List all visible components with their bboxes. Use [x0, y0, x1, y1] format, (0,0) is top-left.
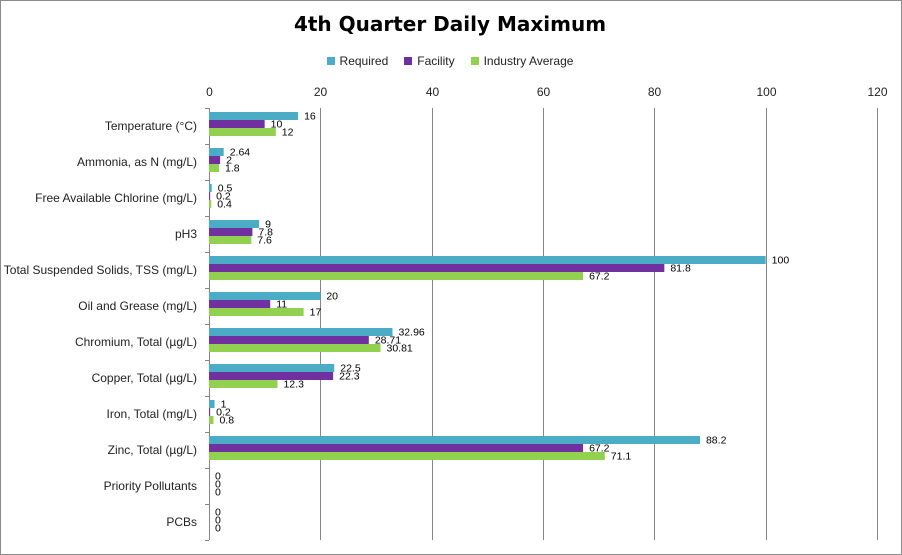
data-label: 17: [310, 307, 322, 319]
bar-required: [209, 292, 321, 300]
data-label: 22.3: [339, 371, 360, 383]
bar-required: [209, 400, 215, 408]
x-tick-label: 80: [648, 85, 662, 99]
chart-title: 4th Quarter Daily Maximum: [293, 12, 607, 36]
category-label: Free Available Chlorine (mg/L): [35, 191, 197, 205]
bar-industry-average: [209, 380, 278, 388]
bar-required: [209, 436, 700, 444]
bar-required: [209, 364, 335, 372]
legend-label-industry-average: Industry Average: [483, 54, 574, 68]
data-label: 2.64: [230, 147, 251, 159]
bar-industry-average: [209, 272, 584, 280]
category-label: PCBs: [166, 515, 197, 529]
data-label: 71.1: [611, 451, 632, 463]
legend-swatch-industry-average: [470, 57, 479, 65]
bar-industry-average: [209, 344, 381, 352]
data-label: 16: [304, 111, 316, 123]
bar-industry-average: [209, 308, 304, 316]
bar-facility: [209, 192, 211, 200]
x-tick-label: 0: [206, 85, 213, 99]
category-label: Ammonia, as N (mg/L): [77, 155, 197, 169]
data-label: 0.4: [217, 199, 232, 211]
bar-required: [209, 148, 224, 156]
bar-required: [209, 256, 766, 264]
data-label: 0.5: [218, 183, 233, 195]
bar-required: [209, 112, 299, 120]
data-label: 2: [226, 155, 232, 167]
bar-facility: [209, 156, 221, 164]
legend-swatch-facility: [404, 57, 413, 65]
bar-facility: [209, 336, 369, 344]
x-tick-label: 120: [867, 85, 887, 99]
data-label: 0: [215, 523, 221, 535]
category-label: Total Suspended Solids, TSS (mg/L): [4, 263, 197, 277]
category-label: Chromium, Total (µg/L): [75, 335, 197, 349]
bar-industry-average: [209, 200, 212, 208]
x-tick-label: 40: [426, 85, 440, 99]
category-label: Priority Pollutants: [104, 479, 197, 493]
data-label: 7.8: [258, 227, 273, 239]
data-label: 1: [221, 399, 227, 411]
category-label: Copper, Total (µg/L): [92, 371, 197, 385]
x-tick-label: 60: [537, 85, 551, 99]
legend-label-facility: Facility: [417, 54, 455, 68]
data-label: 0: [215, 507, 221, 519]
bar-facility: [209, 372, 334, 380]
data-label: 22.5: [340, 363, 361, 375]
bar-facility: [209, 264, 665, 272]
bar-industry-average: [209, 128, 276, 136]
x-tick-label: 20: [314, 85, 328, 99]
legend: Required Facility Industry Average: [0, 54, 900, 68]
legend-label-required: Required: [339, 54, 389, 68]
bar-industry-average: [209, 236, 252, 244]
data-label: 12: [282, 127, 294, 139]
data-label: 30.81: [387, 343, 413, 355]
data-label: 100: [772, 255, 790, 267]
data-label: 0.8: [219, 415, 234, 427]
x-tick-label: 100: [756, 85, 776, 99]
data-label: 32.96: [398, 327, 424, 339]
data-label: 20: [326, 291, 338, 303]
category-label: Oil and Grease (mg/L): [78, 299, 197, 313]
bar-facility: [209, 444, 584, 452]
data-label: 0: [215, 479, 221, 491]
data-label: 88.2: [706, 435, 727, 447]
data-label: 67.2: [589, 443, 610, 455]
category-label: pH3: [175, 227, 197, 241]
bar-required: [209, 328, 393, 336]
data-label: 10: [271, 119, 283, 131]
bar-facility: [209, 228, 253, 236]
legend-item-facility: Facility: [404, 54, 455, 68]
bar-required: [209, 220, 260, 228]
legend-swatch-required: [326, 57, 335, 65]
data-label: 0.2: [216, 407, 231, 419]
category-label: Zinc, Total (µg/L): [108, 443, 197, 457]
bar-required: [209, 184, 212, 192]
data-label: 9: [265, 219, 271, 231]
data-label: 7.6: [257, 235, 272, 247]
data-label: 12.3: [283, 379, 304, 391]
bar-industry-average: [209, 452, 605, 460]
bar-facility: [209, 408, 211, 416]
data-label: 0: [215, 487, 221, 499]
data-label: 1.8: [225, 163, 240, 175]
data-label: 67.2: [589, 271, 610, 283]
category-label: Temperature (°C): [105, 119, 197, 133]
data-label: 0.2: [216, 191, 231, 203]
legend-item-required: Required: [326, 54, 389, 68]
category-label: Iron, Total (mg/L): [107, 407, 197, 421]
legend-item-industry-average: Industry Average: [470, 54, 574, 68]
data-label: 28.71: [375, 335, 401, 347]
bar-industry-average: [209, 164, 220, 172]
data-label: 81.8: [670, 263, 691, 275]
data-label: 0: [215, 515, 221, 527]
data-label: 11: [276, 299, 287, 311]
data-label: 0: [215, 471, 221, 483]
bar-industry-average: [209, 416, 214, 424]
bar-facility: [209, 120, 265, 128]
bar-facility: [209, 300, 271, 308]
